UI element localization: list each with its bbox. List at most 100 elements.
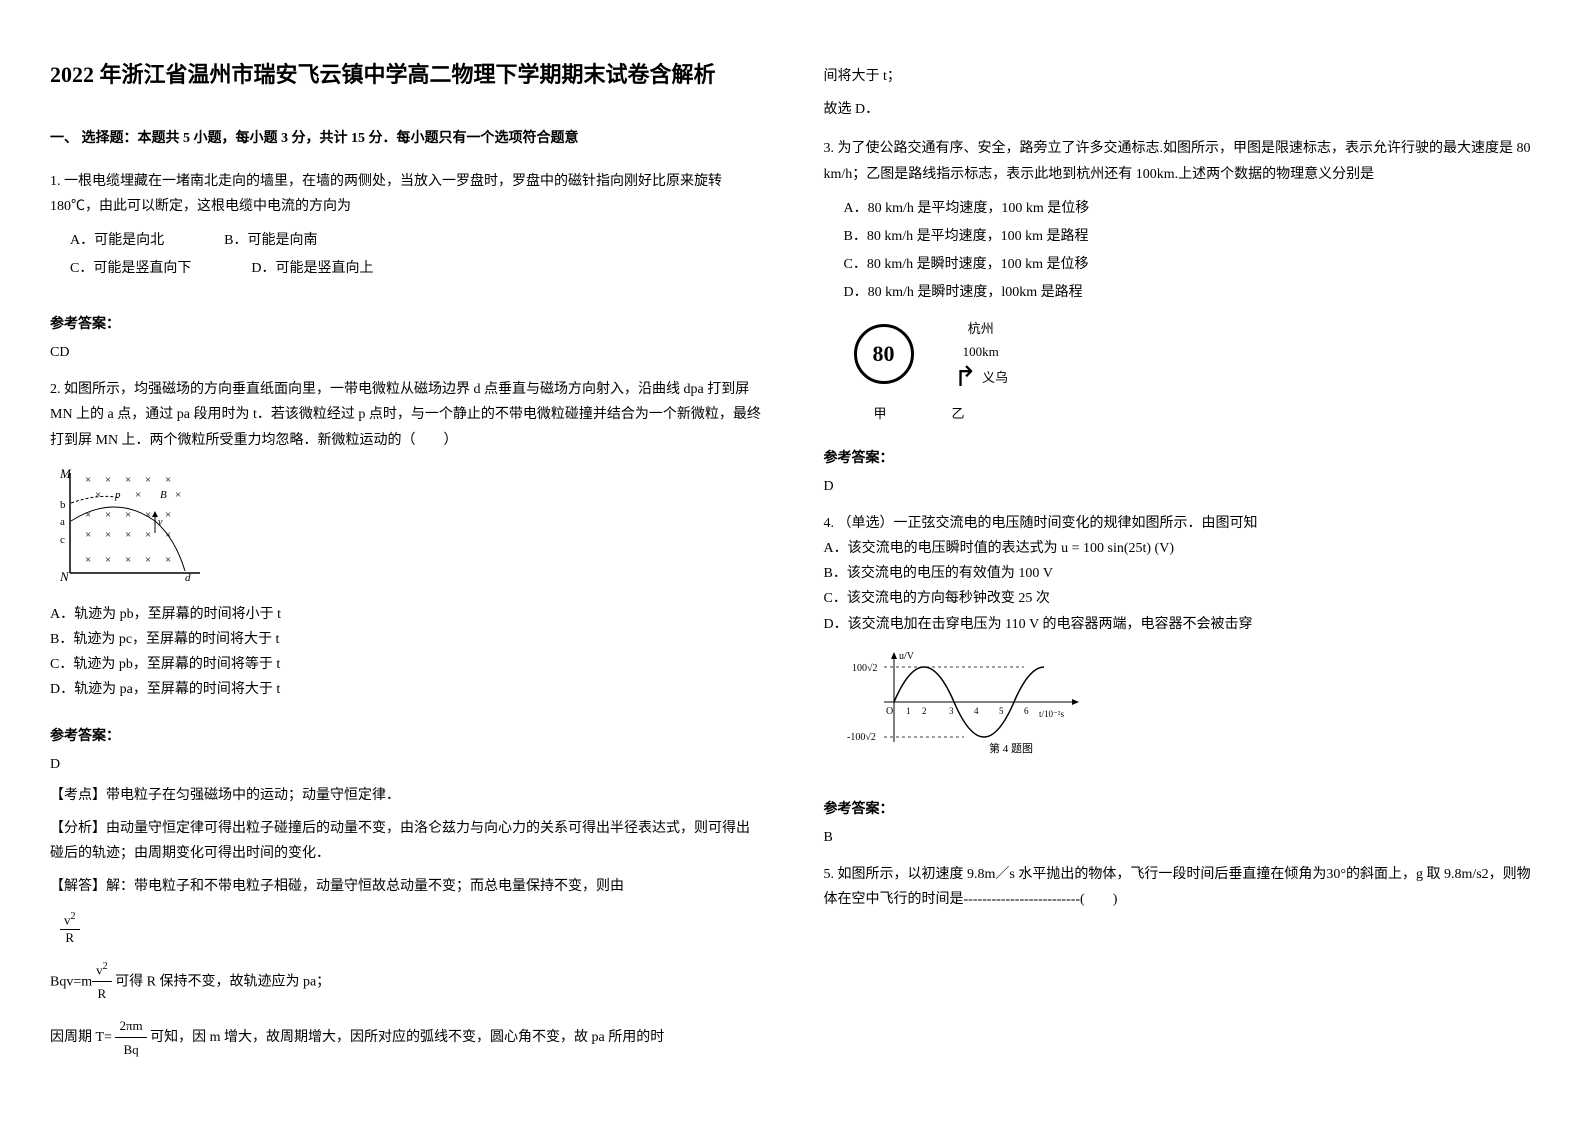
- yiwu-label: 义乌: [982, 366, 1008, 389]
- svg-text:×: ×: [105, 554, 111, 566]
- svg-text:×: ×: [85, 474, 91, 486]
- svg-text:×: ×: [165, 474, 171, 486]
- q2-diagram: M b a c N p B d ××××× ××× ××××× ××××× ××…: [60, 463, 764, 592]
- q1-opt-b: B．可能是向南: [224, 227, 317, 255]
- svg-text:6: 6: [1024, 706, 1029, 716]
- svg-text:4: 4: [974, 706, 979, 716]
- svg-text:M: M: [60, 466, 72, 481]
- q3-opt-d: D．80 km/h 是瞬时速度，l00km 是路程: [844, 279, 1538, 307]
- svg-text:1: 1: [906, 706, 911, 716]
- svg-text:×: ×: [105, 474, 111, 486]
- q4-answer: B: [824, 830, 1538, 846]
- question-5: 5. 如图所示，以初速度 9.8m／s 水平抛出的物体，飞行一段时间后垂直撞在倾…: [824, 862, 1538, 912]
- svg-text:3: 3: [949, 706, 954, 716]
- q1-opt-d: D．可能是竖直向上: [251, 255, 373, 283]
- q3-answer-label: 参考答案：: [824, 447, 1538, 467]
- svg-text:5: 5: [999, 706, 1004, 716]
- q2-opt-b: B．轨迹为 pc，至屏幕的时间将大于 t: [50, 627, 764, 652]
- question-2: 2. 如图所示，均强磁场的方向垂直纸面向里，一带电微粒从磁场边界 d 点垂直与磁…: [50, 377, 764, 703]
- question-4: 4. （单选）一正弦交流电的电压随时间变化的规律如图所示．由图可知 A．该交流电…: [824, 511, 1538, 776]
- svg-text:2: 2: [922, 706, 927, 716]
- q3-diagram: 80 杭州 100km ↱ 义乌: [854, 317, 1538, 392]
- q2-answer-label: 参考答案：: [50, 725, 764, 745]
- svg-text:×: ×: [85, 529, 91, 541]
- section-header: 一、 选择题：本题共 5 小题，每小题 3 分，共计 15 分．每小题只有一个选…: [50, 127, 764, 147]
- q5-angle: 30°: [1326, 867, 1346, 882]
- q5-text-1: 5. 如图所示，以初速度 9.8m／s 水平抛出的物体，飞行一段时间后垂直撞在倾…: [824, 867, 1327, 882]
- q4-opt-b: B．该交流电的电压的有效值为 100 V: [824, 561, 1538, 586]
- q3-opt-c: C．80 km/h 是瞬时速度，100 km 是位移: [844, 251, 1538, 279]
- q1-answer: CD: [50, 345, 764, 361]
- svg-text:v: v: [158, 517, 163, 528]
- svg-text:第 4 题图: 第 4 题图: [989, 741, 1033, 755]
- q2-analysis-1: 【考点】带电粒子在匀强磁场中的运动；动量守恒定律．: [50, 783, 764, 808]
- q2-analysis-3: 【解答】解：带电粒子和不带电粒子相碰，动量守恒故总动量不变；而总电量保持不变，则…: [50, 874, 764, 899]
- yi-label: 乙: [952, 402, 965, 425]
- svg-text:×: ×: [125, 474, 131, 486]
- svg-text:×: ×: [125, 529, 131, 541]
- q2-cont-2: 故选 D．: [824, 97, 1538, 122]
- svg-text:×: ×: [165, 509, 171, 521]
- q1-text: 1. 一根电缆埋藏在一堵南北走向的墙里，在墙的两侧处，当放入一罗盘时，罗盘中的磁…: [50, 169, 764, 219]
- svg-text:×: ×: [125, 509, 131, 521]
- svg-text:b: b: [60, 499, 66, 511]
- svg-text:d: d: [185, 572, 191, 583]
- q1-opt-c: C．可能是竖直向下: [70, 255, 191, 283]
- svg-text:×: ×: [145, 554, 151, 566]
- svg-text:×: ×: [145, 474, 151, 486]
- q3-opt-b: B．80 km/h 是平均速度，100 km 是路程: [844, 223, 1538, 251]
- q4-opt-a: A．该交流电的电压瞬时值的表达式为 u = 100 sin(25t) (V): [824, 536, 1538, 561]
- q2-opt-c: C．轨迹为 pb，至屏幕的时间将等于 t: [50, 652, 764, 677]
- q4-text: 4. （单选）一正弦交流电的电压随时间变化的规律如图所示．由图可知: [824, 511, 1538, 536]
- q2-analysis-2: 【分析】由动量守恒定律可得出粒子碰撞后的动量不变，由洛仑兹力与向心力的关系可得出…: [50, 816, 764, 866]
- q2-text: 2. 如图所示，均强磁场的方向垂直纸面向里，一带电微粒从磁场边界 d 点垂直与磁…: [50, 377, 764, 453]
- svg-text:×: ×: [125, 554, 131, 566]
- svg-text:p: p: [114, 489, 121, 501]
- svg-text:×: ×: [175, 489, 181, 501]
- svg-text:×: ×: [105, 529, 111, 541]
- svg-text:a: a: [60, 516, 65, 528]
- speed-limit-sign: 80: [854, 324, 914, 384]
- svg-text:×: ×: [145, 529, 151, 541]
- q2-formula-line: Bqv=mv2R 可得 R 保持不变，故轨迹应为 pa；: [50, 958, 764, 1006]
- q3-opt-a: A．80 km/h 是平均速度，100 km 是位移: [844, 195, 1538, 223]
- q2-opt-a: A．轨迹为 pb，至屏幕的时间将小于 t: [50, 602, 764, 627]
- q2-formula-1: v2R: [60, 911, 764, 945]
- q3-sign-labels: 甲 乙: [874, 402, 1538, 425]
- exam-title: 2022 年浙江省温州市瑞安飞云镇中学高二物理下学期期末试卷含解析: [50, 60, 764, 91]
- q4-opt-d: D．该交流电加在击穿电压为 110 V 的电容器两端，电容器不会被击穿: [824, 612, 1538, 637]
- left-column: 2022 年浙江省温州市瑞安飞云镇中学高二物理下学期期末试卷含解析 一、 选择题…: [50, 60, 764, 1062]
- svg-text:N: N: [60, 569, 70, 583]
- q2-cont-1: 间将大于 t；: [824, 64, 1538, 89]
- svg-text:×: ×: [95, 489, 101, 501]
- svg-text:×: ×: [165, 554, 171, 566]
- question-3: 3. 为了使公路交通有序、安全，路旁立了许多交通标志.如图所示，甲图是限速标志，…: [824, 136, 1538, 425]
- svg-text:-100√2: -100√2: [847, 732, 876, 743]
- q1-opt-a: A．可能是向北: [70, 227, 164, 255]
- right-column: 间将大于 t； 故选 D． 3. 为了使公路交通有序、安全，路旁立了许多交通标志…: [824, 60, 1538, 1062]
- q3-text: 3. 为了使公路交通有序、安全，路旁立了许多交通标志.如图所示，甲图是限速标志，…: [824, 136, 1538, 186]
- q4-answer-label: 参考答案：: [824, 798, 1538, 818]
- q3-answer: D: [824, 479, 1538, 495]
- svg-text:O: O: [886, 706, 893, 717]
- q2-period-line: 因周期 T= 2πmBq 可知，因 m 增大，故周期增大，因所对应的弧线不变，圆…: [50, 1014, 764, 1062]
- q3-options: A．80 km/h 是平均速度，100 km 是位移 B．80 km/h 是平均…: [844, 195, 1538, 307]
- hangzhou-label: 杭州: [968, 317, 994, 340]
- distance-label: 100km: [963, 340, 999, 363]
- question-1: 1. 一根电缆埋藏在一堵南北走向的墙里，在墙的两侧处，当放入一罗盘时，罗盘中的磁…: [50, 169, 764, 291]
- svg-text:×: ×: [105, 509, 111, 521]
- q1-options: A．可能是向北 B．可能是向南 C．可能是竖直向下 D．可能是竖直向上: [70, 227, 764, 283]
- q2-answer: D: [50, 757, 764, 773]
- svg-text:t/10⁻²s: t/10⁻²s: [1039, 709, 1064, 719]
- svg-text:×: ×: [135, 489, 141, 501]
- q4-chart: u/V 100√2 -100√2 O 1 2 3 4 5 6 t/10⁻²s 第…: [844, 647, 1538, 766]
- svg-text:×: ×: [85, 554, 91, 566]
- jia-label: 甲: [874, 402, 887, 425]
- svg-text:B: B: [160, 489, 167, 501]
- svg-text:×: ×: [85, 509, 91, 521]
- q2-opt-d: D．轨迹为 pa，至屏幕的时间将大于 t: [50, 677, 764, 702]
- svg-text:u/V: u/V: [899, 651, 915, 662]
- svg-text:100√2: 100√2: [852, 663, 878, 674]
- direction-sign: 杭州 100km ↱ 义乌: [954, 317, 1008, 392]
- q4-opt-c: C．该交流电的方向每秒钟改变 25 次: [824, 586, 1538, 611]
